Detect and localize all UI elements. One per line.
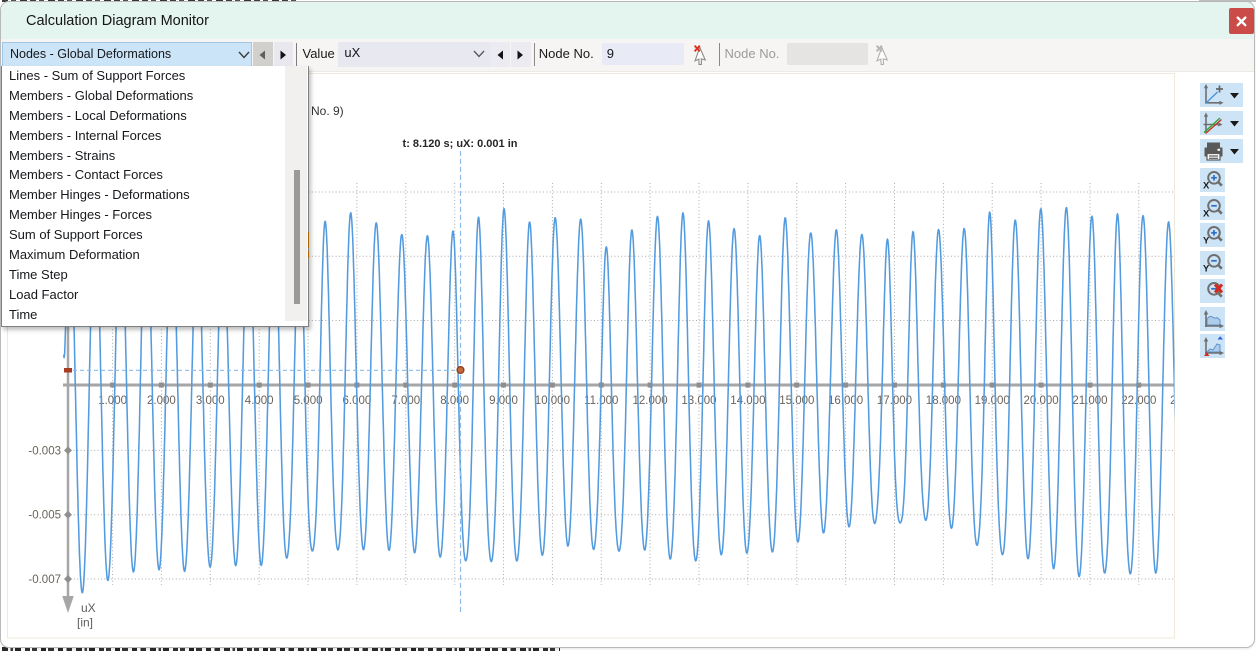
svg-text:uX: uX [81,601,96,615]
svg-text:2.000: 2.000 [147,395,176,407]
svg-text:X: X [1203,181,1210,192]
svg-text:9.000: 9.000 [489,395,518,407]
svg-text:17.000: 17.000 [877,395,912,407]
svg-text:Y: Y [1203,236,1210,247]
svg-text:-0.007: -0.007 [28,574,61,586]
svg-text:8.000: 8.000 [440,395,469,407]
svg-text:No. 9): No. 9) [311,104,344,118]
svg-text:1.000: 1.000 [98,395,127,407]
svg-text:[in]: [in] [77,616,93,630]
svg-text:X: X [1203,208,1210,219]
svg-text:7.000: 7.000 [391,395,420,407]
svg-text:5.000: 5.000 [294,395,323,407]
svg-text:3.000: 3.000 [196,395,225,407]
svg-text:23.000: 23.000 [1170,395,1205,407]
svg-text:13.000: 13.000 [681,395,716,407]
svg-text:t: 8.120 s; uX: 0.001 in: t: 8.120 s; uX: 0.001 in [403,138,518,150]
svg-text:16.000: 16.000 [828,395,863,407]
svg-text:-0.003: -0.003 [28,445,61,457]
svg-text:12.000: 12.000 [633,395,668,407]
svg-text:4.000: 4.000 [245,395,274,407]
svg-text:19.000: 19.000 [975,395,1010,407]
svg-text:21.000: 21.000 [1072,395,1107,407]
svg-text:10.000: 10.000 [535,395,570,407]
svg-text:-0.005: -0.005 [28,510,61,522]
svg-text:18.000: 18.000 [926,395,961,407]
svg-text:14.000: 14.000 [730,395,765,407]
svg-text:15.000: 15.000 [779,395,814,407]
svg-text:20.000: 20.000 [1024,395,1059,407]
svg-text:22.000: 22.000 [1121,395,1156,407]
svg-text:Y: Y [1203,263,1210,274]
